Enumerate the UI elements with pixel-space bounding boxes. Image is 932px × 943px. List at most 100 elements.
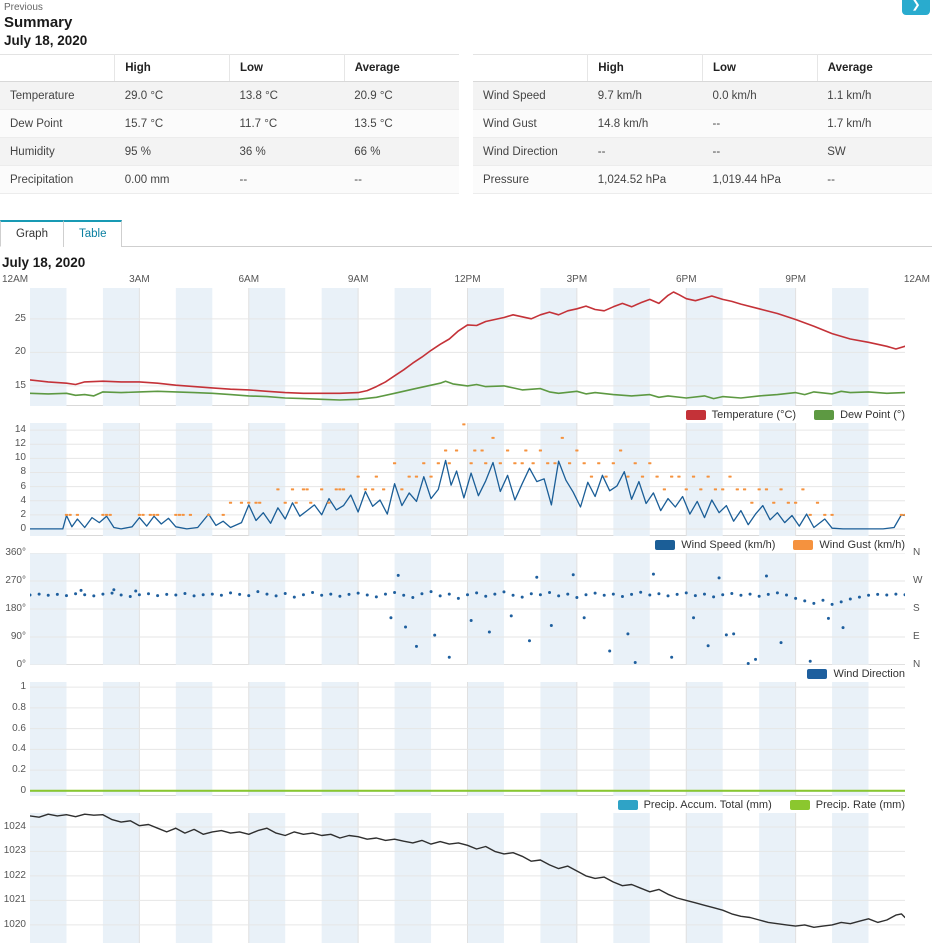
legend-item: Dew Point (°): [814, 409, 905, 421]
tab-table[interactable]: Table: [62, 220, 123, 247]
y-axis-label: 270°: [5, 575, 26, 586]
y-axis-label: N: [913, 659, 921, 670]
y-axis-right-wind: [905, 423, 932, 536]
column-header: [0, 54, 115, 82]
table-cell: 15.7 °C: [124, 117, 164, 130]
column-header: Average: [816, 54, 932, 82]
legend-label: Precip. Accum. Total (mm): [643, 798, 772, 811]
legend-label: Wind Speed (km/h): [681, 538, 776, 551]
y-axis-left-pressure: 1020 1021 1022 1023 1024: [0, 813, 30, 943]
y-axis-label: 2: [20, 508, 26, 520]
time-axis-label: 12PM: [454, 274, 481, 285]
page-header: Previous Summary July 18, 2020 ❯: [0, 0, 932, 48]
y-axis-label: 0°: [16, 659, 26, 670]
legend-item: Precip. Accum. Total (mm): [617, 798, 772, 811]
chart-svg-wind: [30, 423, 905, 536]
table-cell: 20.9 °C: [354, 89, 393, 102]
table-row: Humidity 95 % 36 % 66 %: [0, 137, 459, 166]
chevron-right-icon: ❯: [911, 0, 921, 11]
table-cell: 36 %: [239, 145, 266, 158]
y-axis-label: 25: [14, 312, 26, 324]
wind-speed-line: [30, 459, 905, 530]
table-cell: 29.0 °C: [124, 89, 164, 102]
table-row: Wind Gust 14.8 km/h -- 1.7 km/h: [473, 109, 932, 138]
y-axis-right-precipitation: [905, 682, 932, 796]
dew-point-line: [30, 380, 905, 401]
y-axis-label: 4: [20, 494, 26, 506]
time-axis-label: 12AM: [903, 274, 930, 285]
table-cell: --: [827, 173, 835, 186]
previous-link[interactable]: Previous: [4, 2, 43, 13]
table-cell: --: [712, 145, 721, 158]
table-cell: 1,024.52 hPa: [597, 173, 667, 186]
time-axis-label: 9AM: [347, 274, 369, 285]
table-cell: 14.8 km/h: [597, 117, 649, 130]
y-axis-label: N: [913, 547, 921, 558]
table-cell: --: [597, 145, 606, 158]
charts-section: 12AM 3AM 6AM 9AM 12PM 3PM 6PM 9PM 12AM 15 20 25 Temp…: [0, 274, 932, 943]
table-cell: 66 %: [354, 145, 381, 158]
plot-area-wind-direction: [30, 553, 905, 665]
time-axis-label: 12AM: [2, 274, 29, 285]
chart-panel-wind-direction: 0° 90° 180° 270° 360° N W S E N: [0, 547, 932, 670]
page-title: Summary: [4, 14, 73, 31]
legend-label: Precip. Rate (mm): [815, 798, 905, 811]
legend-label: Wind Direction: [833, 667, 905, 680]
pressure-line: [30, 813, 905, 929]
y-axis-label: 14: [14, 424, 26, 436]
legend-item: Wind Gust (km/h): [793, 539, 905, 551]
temperature-line: [30, 291, 905, 395]
chart-panel-temperature: 15 20 25: [0, 288, 932, 406]
column-header: High: [587, 54, 703, 82]
column-header: High: [114, 54, 230, 82]
plot-area-precipitation: [30, 682, 905, 796]
y-axis-label: 6: [20, 480, 26, 492]
y-axis-label: 0: [20, 522, 26, 534]
y-axis-label: 180°: [5, 603, 26, 614]
table-row: Temperature 29.0 °C 13.8 °C 20.9 °C: [0, 81, 459, 110]
y-axis-label: 1: [20, 681, 26, 693]
view-tabs: Graph Table: [0, 220, 932, 247]
table-cell: --: [712, 117, 721, 130]
y-axis-label: 0: [20, 784, 26, 796]
tab-graph[interactable]: Graph: [0, 220, 63, 247]
time-axis-label: 3AM: [129, 274, 150, 285]
header-date: July 18, 2020: [4, 33, 88, 48]
y-axis-right-temperature: [905, 288, 932, 406]
legend-item: Precip. Rate (mm): [789, 798, 905, 811]
table-row: Dew Point 15.7 °C 11.7 °C 13.5 °C: [0, 109, 459, 138]
y-axis-label: 8: [20, 466, 26, 478]
legend-swatch-icon: [655, 539, 676, 550]
row-label: Pressure: [483, 173, 530, 186]
y-axis-label: 1022: [3, 869, 26, 881]
column-header: [473, 54, 588, 82]
legend-label: Temperature (°C): [711, 408, 797, 421]
time-axis-label: 6AM: [238, 274, 260, 285]
legend-item: Wind Speed (km/h): [655, 539, 775, 551]
chart-panel-precipitation: 0 0.2 0.4 0.6 0.8 1: [0, 681, 932, 796]
y-axis-label: 0.2: [12, 764, 26, 776]
row-label: Wind Speed: [483, 89, 546, 102]
summary-tables: High Low Average Temperature 29.0 °C 13.8 °C 2…: [0, 54, 932, 194]
chart-panel-wind: 0 2 4 6 8 10 12 14: [0, 423, 932, 536]
y-axis-label: 360°: [5, 547, 26, 558]
column-header: Low: [229, 54, 345, 82]
y-axis-label: S: [913, 603, 920, 614]
legend-temperature: Temperature (°C) Dew Point (°): [0, 406, 905, 423]
chart-date-heading: July 18, 2020: [2, 255, 86, 270]
summary-table-temperature: High Low Average Temperature 29.0 °C 13.8 °C 2…: [0, 54, 459, 194]
y-axis-label: 1021: [3, 894, 26, 906]
y-axis-label: 20: [14, 346, 26, 358]
table-cell: 0.0 km/h: [712, 89, 757, 102]
table-header-row: High Low Average: [473, 54, 932, 82]
y-axis-left-precipitation: 0 0.2 0.4 0.6 0.8 1: [0, 681, 30, 796]
row-label: Wind Gust: [483, 117, 537, 130]
table-cell: SW: [827, 145, 846, 158]
legend-wind: Wind Speed (km/h) Wind Gust (km/h): [0, 536, 905, 553]
table-cell: 1.7 km/h: [827, 117, 872, 130]
next-day-button[interactable]: ❯: [902, 0, 930, 15]
y-axis-label: 1020: [3, 918, 26, 930]
wind-direction-dots: [30, 572, 905, 665]
chart-svg-precipitation: [30, 682, 905, 796]
plot-area-pressure: [30, 813, 905, 943]
